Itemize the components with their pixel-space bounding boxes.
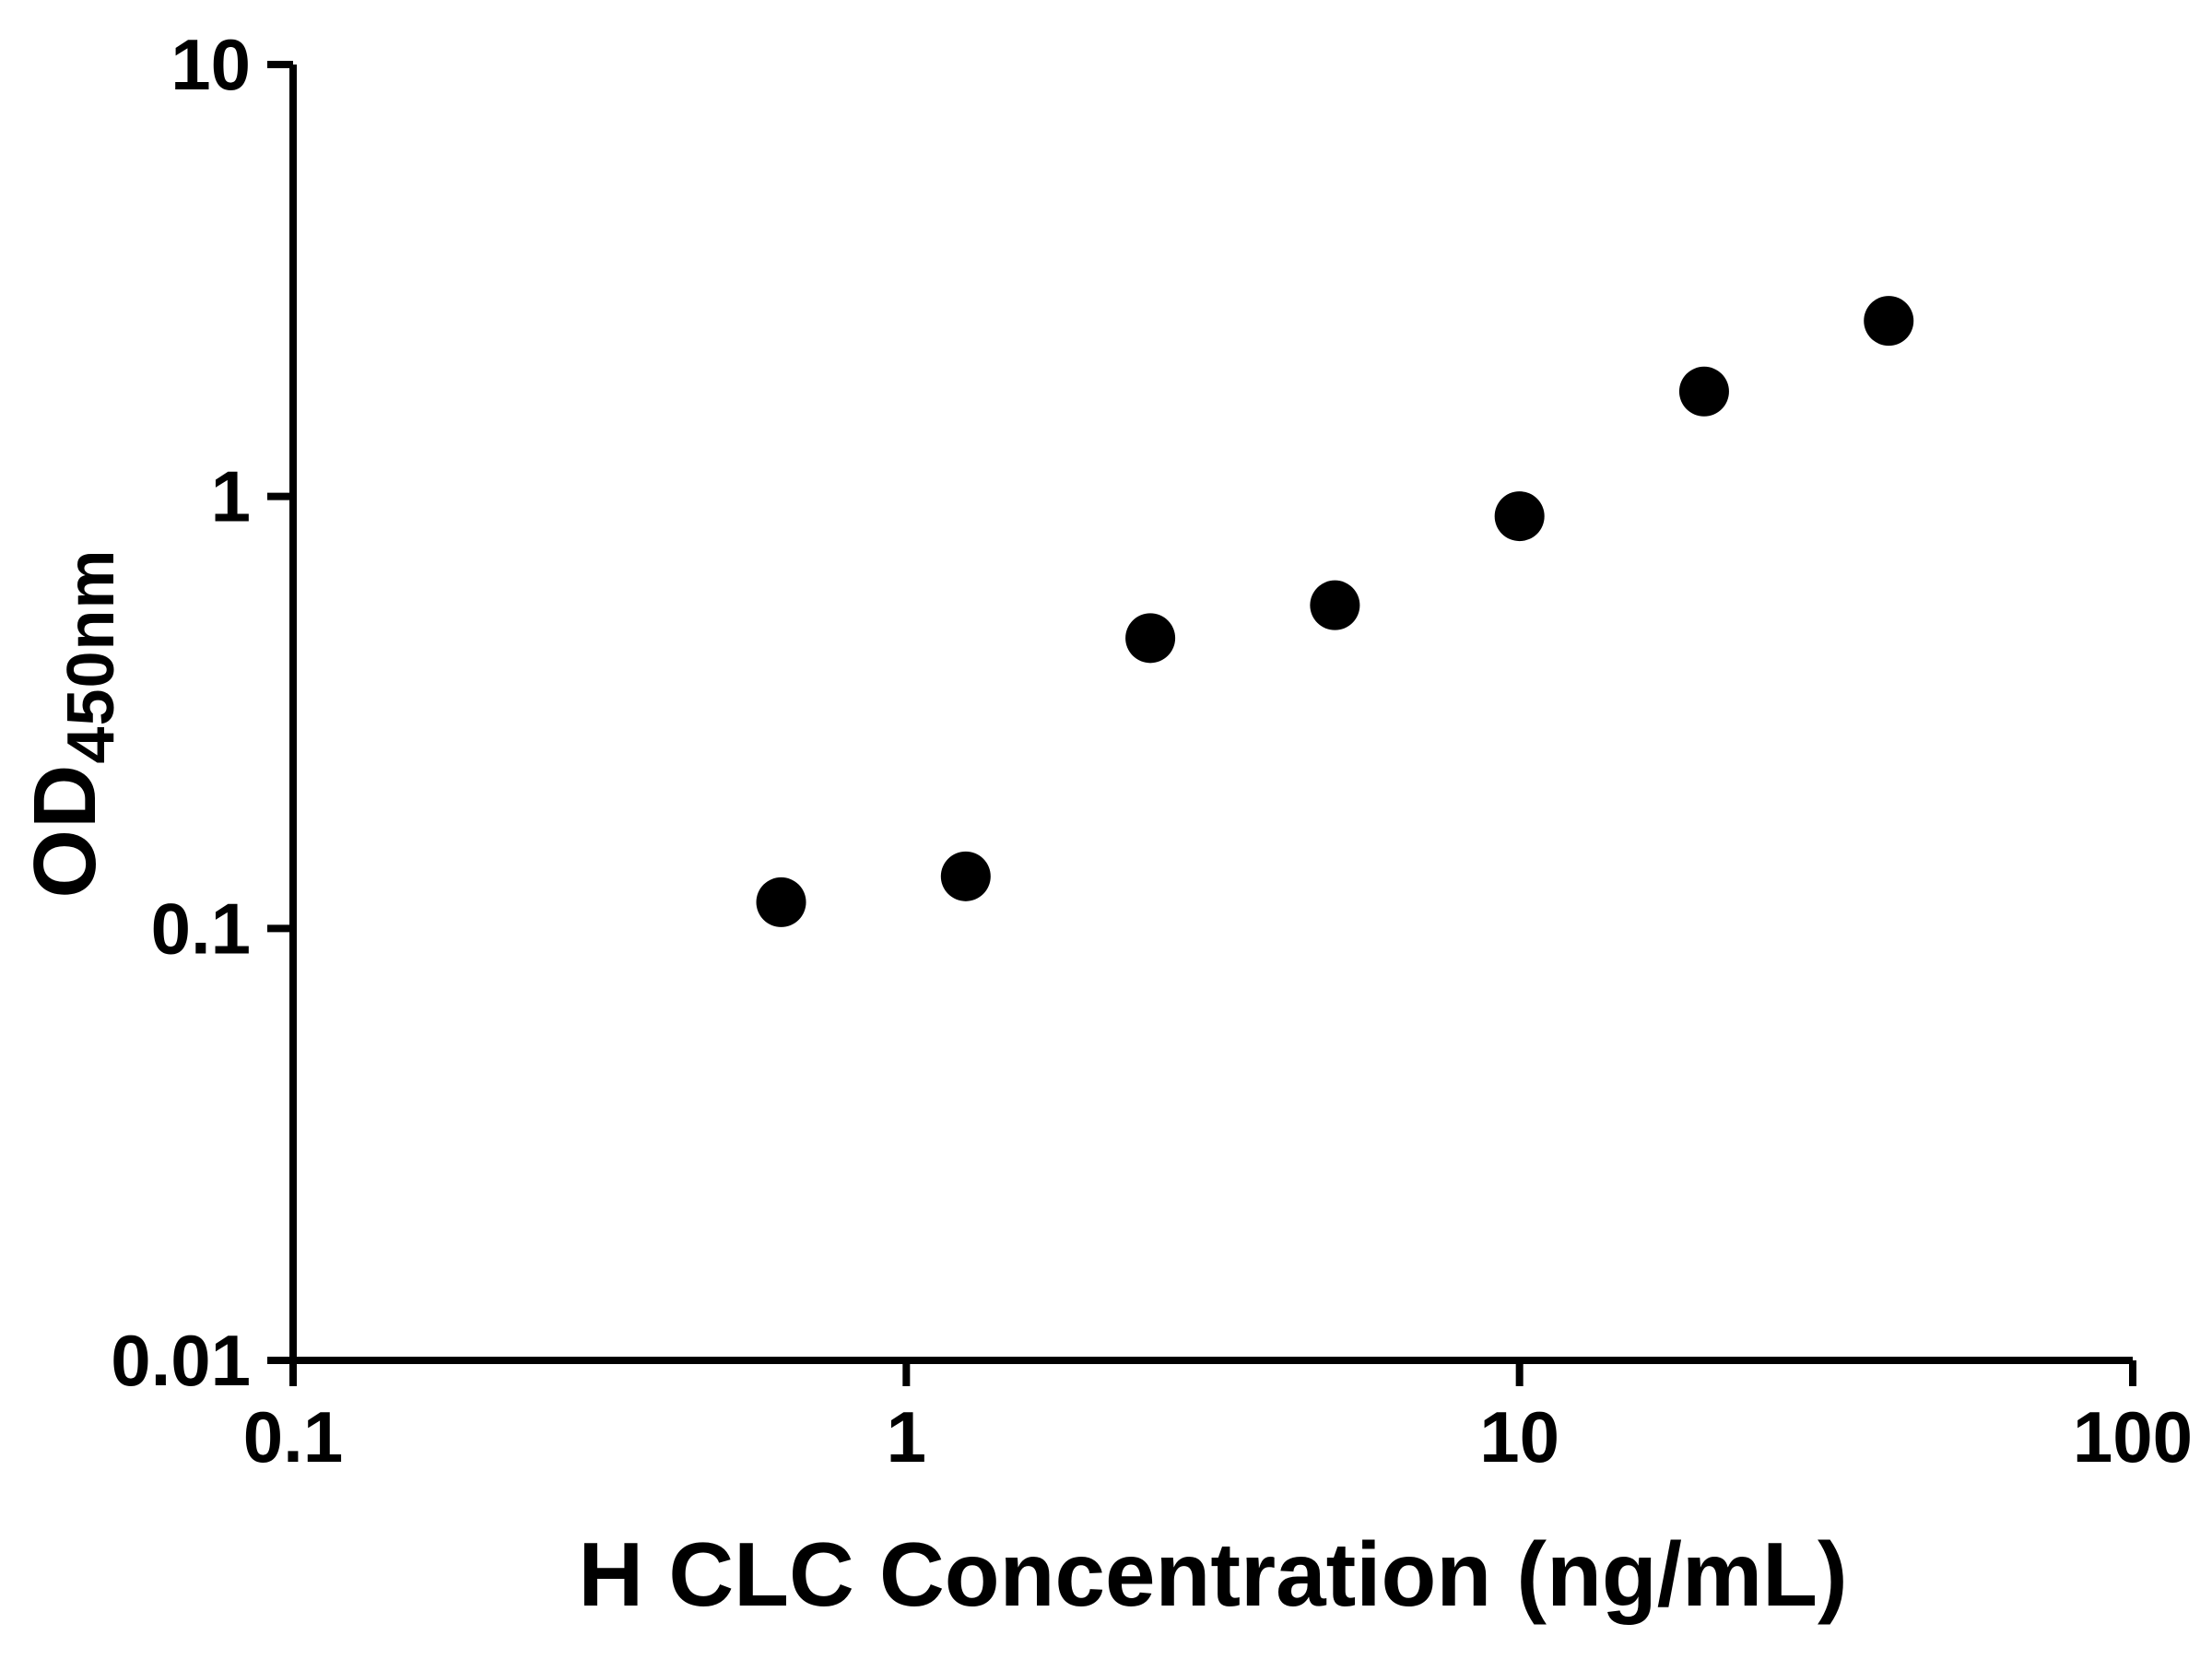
data-point bbox=[1310, 580, 1360, 630]
x-tick-label: 0.1 bbox=[243, 1396, 343, 1477]
y-tick-label: 0.1 bbox=[151, 888, 251, 969]
data-point bbox=[1864, 296, 1914, 347]
x-tick-label: 100 bbox=[2073, 1396, 2193, 1477]
x-tick-label: 1 bbox=[887, 1396, 926, 1477]
data-point bbox=[940, 851, 991, 901]
x-axis-label: H CLC Concentration (ng/mL) bbox=[578, 1524, 1848, 1625]
y-axis-label-main: OD bbox=[15, 763, 114, 899]
y-tick-label: 0.01 bbox=[111, 1320, 251, 1401]
axes-spines bbox=[289, 65, 2133, 1364]
data-point bbox=[1678, 366, 1729, 417]
y-tick-label: 1 bbox=[211, 456, 251, 537]
y-axis-label-subscript: 450nm bbox=[54, 548, 129, 764]
data-point bbox=[756, 877, 806, 927]
y-tick-label: 10 bbox=[171, 24, 251, 105]
y-axis-label: OD450nm bbox=[15, 548, 129, 898]
x-tick-label: 10 bbox=[1479, 1396, 1559, 1477]
data-point bbox=[1494, 491, 1545, 542]
data-point bbox=[1125, 613, 1176, 664]
